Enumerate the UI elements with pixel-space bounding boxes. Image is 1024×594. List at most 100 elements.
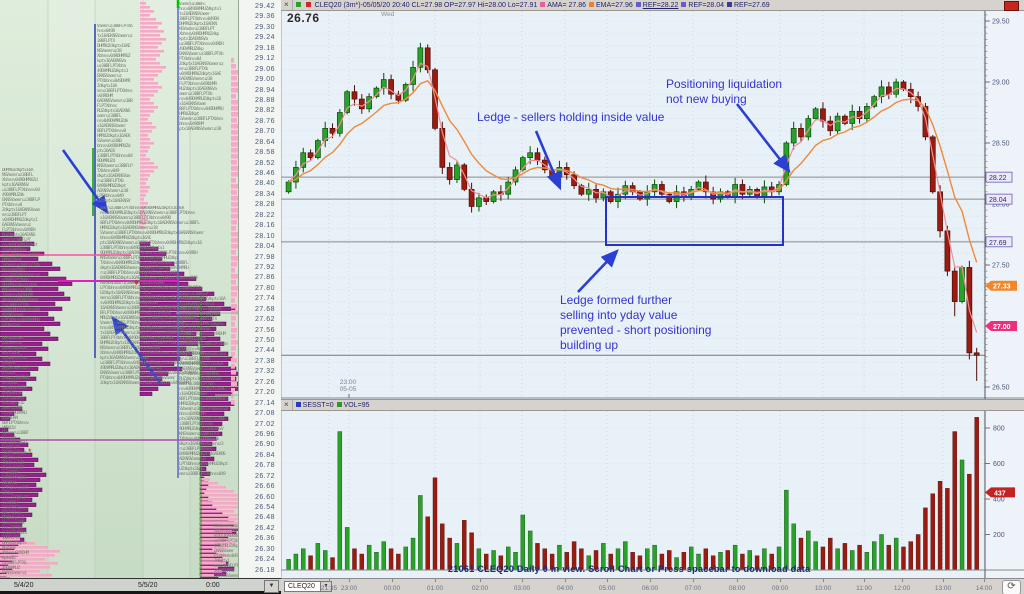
price-tick-label: 29.30 xyxy=(254,23,275,31)
time-label: 14:00 xyxy=(975,585,993,592)
volume-profiles xyxy=(0,2,246,589)
date-label: 0:00 xyxy=(206,582,220,589)
price-tick-label: 27.98 xyxy=(254,253,275,261)
time-label: 11:00 xyxy=(856,585,872,592)
time-label: 12:00 xyxy=(893,585,911,592)
price-tick-label: 29.18 xyxy=(254,44,275,52)
chart-panel: 29.50 29.00 28.50 28.00 27.50 26.50 28.22 28.04… xyxy=(281,0,1024,594)
study-color-square xyxy=(336,401,342,407)
study-color-squares xyxy=(293,1,313,9)
price-tick-label: 28.16 xyxy=(254,222,275,230)
price-tick-label: 27.08 xyxy=(254,410,275,418)
price-tick-label: 27.68 xyxy=(254,305,275,313)
weekday-label: Wed xyxy=(381,11,395,18)
time-label: 01:00 xyxy=(426,585,444,592)
time-tick xyxy=(522,579,523,582)
volume-axis[interactable]: 200 400 600 800 437 xyxy=(985,426,1015,540)
indicator-color-square xyxy=(727,1,732,7)
time-tick xyxy=(737,579,738,582)
pink-right-squiggle xyxy=(231,58,243,405)
ema-line xyxy=(288,80,978,263)
time-label: 06:00 xyxy=(641,585,659,592)
price-tick-label: 28.46 xyxy=(254,170,275,177)
last-price-display: 26.76 xyxy=(287,11,320,25)
price-tick-label: 28.70 xyxy=(254,128,275,136)
price-tick-label: 26.18 xyxy=(254,566,275,574)
indicator-color-square xyxy=(681,1,687,7)
time-label: 04:00 xyxy=(556,585,574,592)
annotation-ledge-formed: Ledge formed further selling into yday v… xyxy=(560,293,712,352)
svg-text:♦: ♦ xyxy=(134,277,139,287)
svg-text:26.50: 26.50 xyxy=(992,385,1010,392)
svg-text:27.50: 27.50 xyxy=(992,263,1010,270)
indicator-color-square xyxy=(635,1,641,7)
time-tick xyxy=(984,579,985,582)
close-icon[interactable]: × xyxy=(281,400,293,410)
volume-bars xyxy=(286,417,979,571)
time-tick xyxy=(480,579,481,582)
price-tick-label: 28.04 xyxy=(254,243,275,251)
price-tick-label: 28.22 xyxy=(254,211,275,219)
svg-text:28.50: 28.50 xyxy=(992,141,1010,148)
symbol-summary: CLEQ20 (3m*)-05/05/20 20:40 CL=27.98 OP=… xyxy=(314,1,538,9)
pink-top xyxy=(140,2,166,229)
price-tick-label: 29.00 xyxy=(254,76,275,84)
refresh-icon[interactable]: ⟳ xyxy=(1002,580,1021,594)
price-tick-label: 28.28 xyxy=(254,201,275,209)
svg-text:*: * xyxy=(28,447,32,457)
chart-canvas[interactable]: 29.50 29.00 28.50 28.00 27.50 26.50 28.22 28.04… xyxy=(281,0,1024,594)
close-icon[interactable]: × xyxy=(281,0,293,10)
price-tick-label: 27.20 xyxy=(254,389,275,397)
time-tick xyxy=(392,579,393,582)
time-tick xyxy=(693,579,694,582)
price-tick-label: 28.76 xyxy=(254,117,275,125)
price-tick-label: 27.26 xyxy=(254,378,275,386)
price-tick-label: 26.66 xyxy=(254,483,275,491)
left-price-axis[interactable]: 29.42 29.36 29.30 29.24 29.18 29.12 29.06 29.00… xyxy=(238,0,281,578)
legend-square xyxy=(305,1,311,7)
volume-studies: SESST=0 VOL=95 xyxy=(293,401,370,409)
price-tick-label: 28.64 xyxy=(254,138,275,146)
svg-text:27.69: 27.69 xyxy=(989,240,1007,247)
svg-text:29.50: 29.50 xyxy=(992,19,1010,26)
market-profile-panel[interactable]: ♦ * Vaemruz38BFLPTXb hnsv049D tx16AEKNSVa… xyxy=(0,0,281,594)
date-label: 5/5/20 xyxy=(138,582,158,589)
time-label: 03:00 xyxy=(513,585,531,592)
svg-text:28.00: 28.00 xyxy=(992,202,1010,209)
price-tick-label: 26.84 xyxy=(254,451,275,459)
ledge-highlight-box xyxy=(605,196,784,246)
study-label: VOL=95 xyxy=(343,401,370,409)
study-label: SESST=0 xyxy=(302,401,334,409)
market-profile-canvas[interactable]: ♦* xyxy=(0,0,281,594)
time-label: 07:00 xyxy=(684,585,702,592)
price-tick-label: 26.36 xyxy=(254,535,275,543)
indicator-value: REF=28.04 xyxy=(688,1,724,9)
price-tick-label: 26.90 xyxy=(254,441,275,449)
reference-lines xyxy=(281,176,985,356)
chevron-down-icon[interactable]: ▼ xyxy=(264,580,279,593)
svg-text:437: 437 xyxy=(994,490,1006,497)
price-tick-label: 26.30 xyxy=(254,545,275,553)
volume-subchart-header: × SESST=0 VOL=95 xyxy=(281,399,1024,411)
profile-left-mid xyxy=(0,231,73,421)
price-tick-label: 27.02 xyxy=(254,420,275,428)
price-tick-label: 28.58 xyxy=(254,149,275,157)
price-tick-label: 29.24 xyxy=(254,34,275,42)
chart-watermark: 21061 CLEQ20 Daily 0 in view. Scroll Cha… xyxy=(448,564,811,574)
price-tick-label: 29.36 xyxy=(254,13,275,21)
time-tick xyxy=(780,579,781,582)
profile-arrows xyxy=(61,149,163,385)
right-price-axis[interactable]: 29.50 29.00 28.50 28.00 27.50 26.50 28.22 28.04… xyxy=(985,14,1017,392)
chevron-down-icon[interactable]: ▼ xyxy=(320,582,331,591)
symbol-dropdown[interactable]: CLEQ20 ▼ xyxy=(284,581,332,592)
price-tick-label: 28.88 xyxy=(254,96,275,104)
profile-mid xyxy=(139,241,236,396)
price-tick-label: 27.74 xyxy=(254,295,275,303)
date-label: 5/4/20 xyxy=(14,582,34,589)
time-tick xyxy=(864,579,865,582)
time-tick xyxy=(565,579,566,582)
alert-red-button[interactable] xyxy=(1004,1,1019,11)
time-tick xyxy=(650,579,651,582)
svg-text:27.00: 27.00 xyxy=(993,324,1011,331)
time-tick xyxy=(607,579,608,582)
